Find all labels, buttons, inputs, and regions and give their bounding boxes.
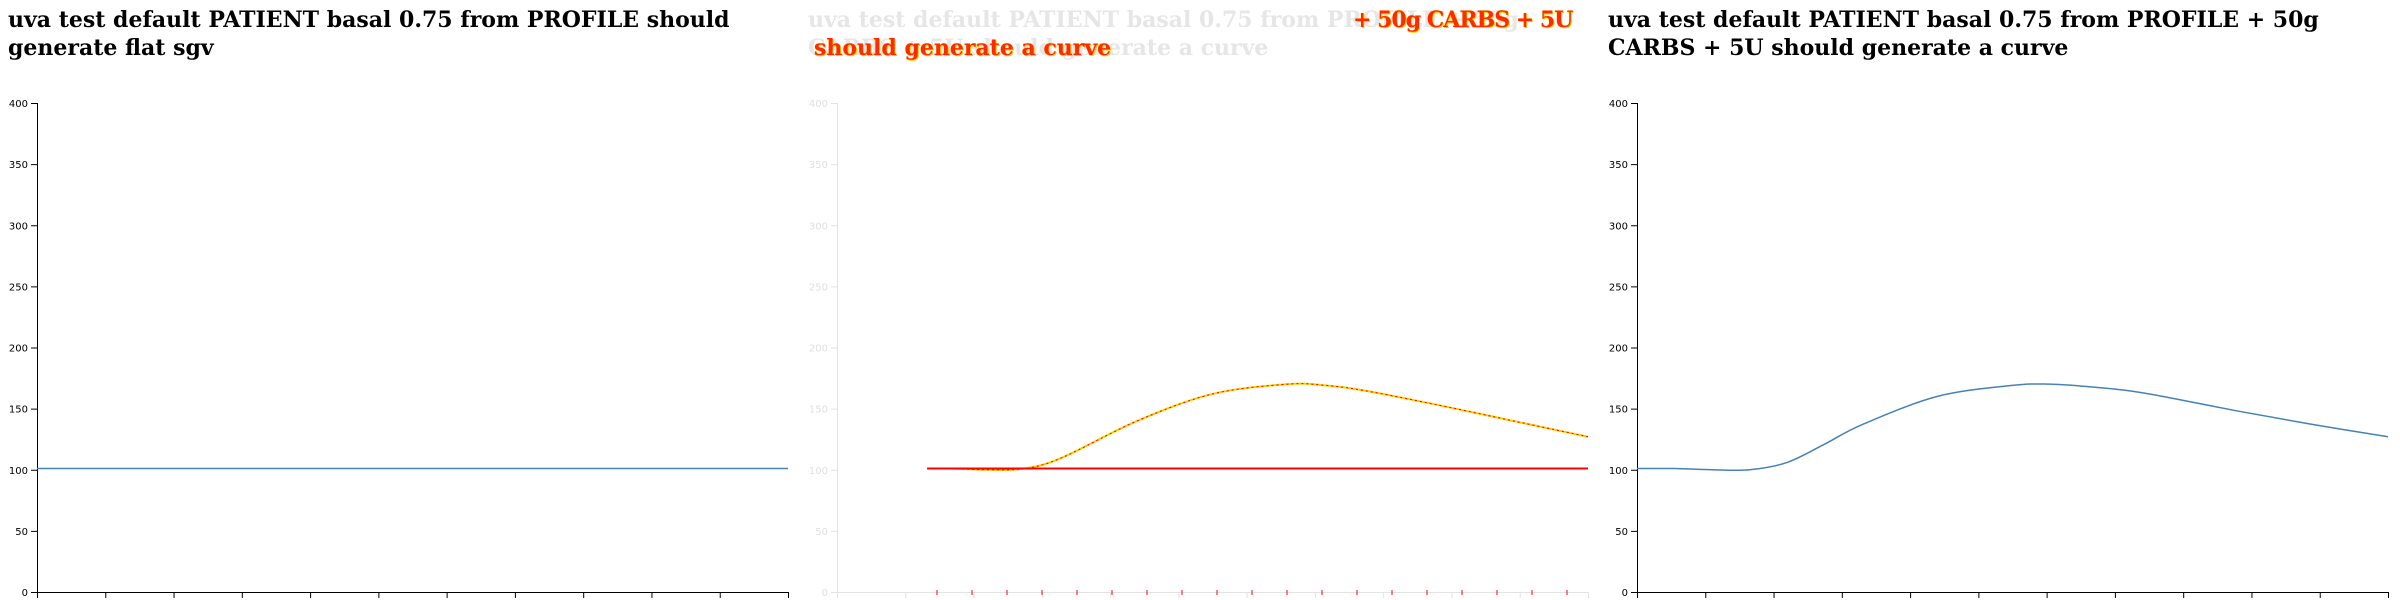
chart-title-2-overlay-bottom: should generate a curve [814,35,1112,61]
y-tick-label: 350 [809,160,828,171]
chart-panel-3: uva test default PATIENT basal 0.75 from… [1600,0,2400,600]
y-tick-label: 400 [809,99,828,110]
chart-title-3: uva test default PATIENT basal 0.75 from… [1608,7,2319,61]
y-tick-label: 150 [1609,405,1628,416]
y-tick-label: 250 [809,282,828,293]
y-tick-label: 150 [809,405,828,416]
y-tick-label: 0 [22,588,28,599]
y-tick-label: 200 [9,344,28,355]
series-line-dash [927,383,1589,471]
chart-svg-1: 0 50 100 150 200 250 300 350 400 [9,99,789,599]
y-tick-label: 250 [1609,282,1628,293]
chart-svg-3: 0 50 100 150 200 250 300 350 400 [1609,99,2389,599]
chart-title-1: uva test default PATIENT basal 0.75 from… [8,7,730,61]
y-tick-label: 50 [815,527,828,538]
y-tick-label: 0 [1622,588,1628,599]
y-tick-label: 0 [822,588,828,599]
y-tick-label: 350 [1609,160,1628,171]
y-tick-label: 400 [9,99,28,110]
y-tick-label: 50 [15,527,28,538]
y-tick-label: 200 [1609,344,1628,355]
series-line [1636,383,2389,472]
chart-svg-2: 0 50 100 150 200 250 300 350 400 [809,99,1589,599]
chart-panel-2: uva test default PATIENT basal 0.75 from… [800,0,1600,600]
y-tick-label: 100 [9,466,28,477]
chart-panel-1: uva test default PATIENT basal 0.75 from… [0,0,800,600]
y-tick-label: 50 [1615,527,1628,538]
y-tick-label: 100 [809,466,828,477]
chart-title-2: uva test default PATIENT basal 0.75 from… [808,7,1519,61]
chart-title-2-overlay-right: + 50g CARBS + 5U [1353,7,1573,33]
y-tick-label: 150 [9,405,28,416]
y-tick-label: 200 [809,344,828,355]
y-tick-label: 300 [809,221,828,232]
y-tick-label: 100 [1609,466,1628,477]
y-tick-label: 400 [1609,99,1628,110]
y-tick-label: 250 [9,282,28,293]
y-tick-label: 350 [9,160,28,171]
series-line [927,382,1589,471]
y-tick-label: 300 [9,221,28,232]
y-tick-label: 300 [1609,221,1628,232]
